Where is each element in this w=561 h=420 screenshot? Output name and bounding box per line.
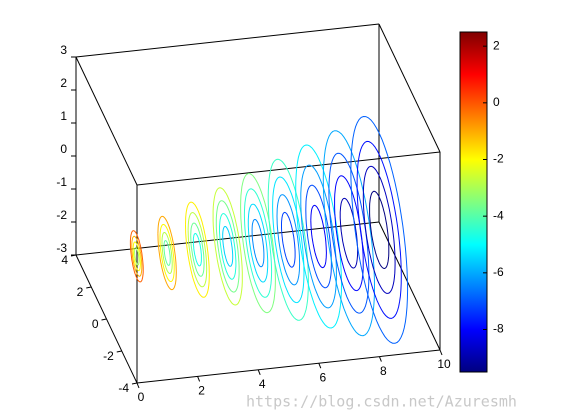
x-tick-label: 8 — [380, 364, 387, 378]
box-edge — [75, 56, 138, 186]
contour-line — [281, 211, 296, 268]
y-tick — [101, 318, 107, 321]
contour-line — [350, 115, 409, 344]
x-tick-label: 0 — [138, 390, 145, 404]
contour-line — [369, 190, 390, 270]
contour-line — [192, 233, 202, 267]
x-tick-label: 6 — [319, 370, 326, 384]
y-tick-label: -4 — [118, 381, 129, 395]
contour-line — [272, 176, 305, 304]
contour-line — [161, 232, 173, 274]
y-tick-label: 2 — [77, 285, 84, 299]
y-tick — [131, 382, 138, 385]
contour-line — [310, 204, 327, 269]
contour-line — [129, 230, 144, 283]
contour-line — [247, 203, 269, 283]
contour-line — [362, 165, 396, 294]
contour-line — [334, 175, 364, 292]
y-tick-label: 0 — [92, 317, 99, 331]
contour-line — [339, 197, 359, 269]
x-tick — [136, 382, 140, 389]
contour-line — [187, 212, 208, 288]
colorbar — [459, 31, 488, 373]
contour-line — [215, 200, 240, 293]
z-tick-label: -3 — [56, 241, 67, 255]
x-tick-label: 10 — [437, 357, 451, 371]
x-tick — [257, 369, 261, 375]
contour-line — [305, 184, 332, 289]
contour-line — [131, 235, 143, 277]
contour-line — [219, 213, 237, 280]
contour-line — [163, 240, 171, 266]
contour-line — [132, 241, 141, 272]
y-tick-label: 4 — [61, 253, 68, 267]
contour-line — [159, 224, 175, 282]
x-tick — [197, 376, 201, 382]
x-tick-label: 2 — [198, 384, 205, 398]
contour-line — [134, 247, 140, 266]
x-tick — [439, 349, 443, 356]
colorbar-tick-label: 0 — [493, 95, 500, 109]
x-tick — [318, 363, 322, 369]
box-edge — [75, 23, 380, 58]
y-tick-label: -2 — [103, 349, 114, 363]
colorbar-tick-label: -8 — [493, 322, 504, 336]
x-tick-label: 4 — [259, 377, 266, 391]
z-tick-label: 1 — [60, 109, 67, 123]
contour-line — [185, 201, 210, 298]
x-tick — [378, 356, 382, 362]
contour-line — [300, 164, 337, 309]
contour-line — [276, 194, 301, 286]
contour-line — [212, 187, 243, 306]
contour-line — [328, 152, 370, 314]
colorbar-tick-label: 2 — [493, 38, 500, 52]
contour-line — [157, 215, 177, 291]
z-tick-label: 2 — [60, 76, 67, 90]
contour-line — [322, 130, 376, 337]
contour-slices — [129, 115, 409, 344]
watermark: https://blog.csdn.net/Azuresmh — [246, 393, 517, 411]
z-tick-label: -1 — [56, 175, 67, 189]
y-tick — [116, 350, 122, 353]
y-tick — [86, 286, 92, 289]
box-edge — [136, 349, 441, 384]
colorbar-tick-label: -2 — [493, 152, 504, 166]
contour-line — [251, 219, 265, 268]
colorbar-tick-label: -4 — [493, 208, 504, 222]
z-tick-label: 0 — [60, 142, 67, 156]
contour-line — [295, 144, 343, 329]
z-tick-label: -2 — [56, 208, 67, 222]
box-edge — [136, 151, 441, 186]
contour-line — [222, 226, 234, 267]
z-tick-label: 3 — [60, 43, 67, 57]
contour-line — [267, 158, 309, 321]
colorbar-tick-label: -6 — [493, 265, 504, 279]
contour-line — [356, 140, 402, 319]
contour-line — [243, 188, 273, 298]
contour-line — [190, 222, 205, 277]
contour-line — [240, 173, 276, 314]
box-edge — [378, 23, 441, 153]
